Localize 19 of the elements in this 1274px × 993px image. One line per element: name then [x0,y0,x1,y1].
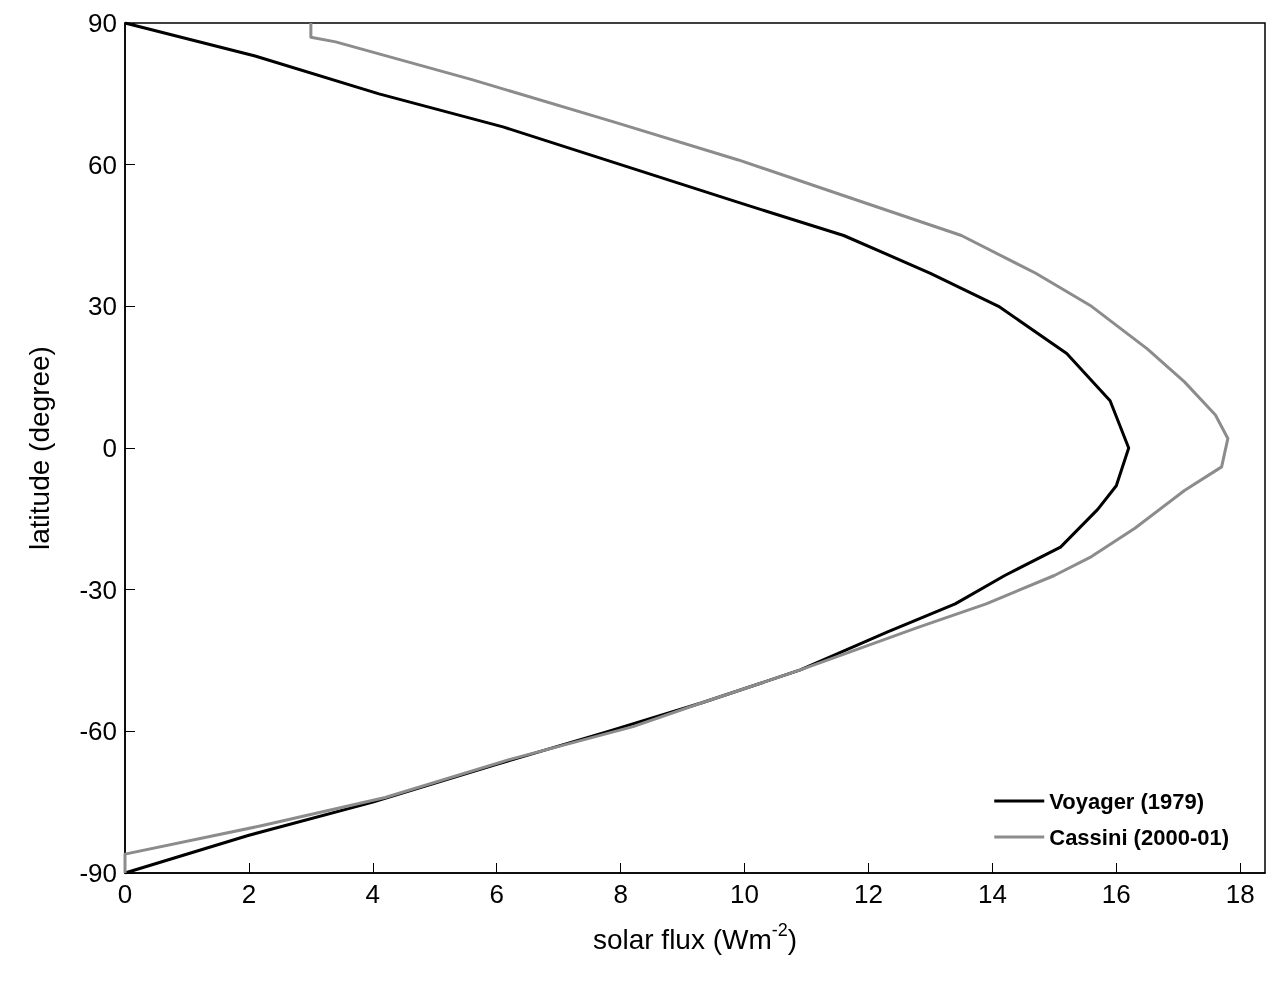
x-tick-label: 16 [1101,879,1131,909]
x-tick-label: 8 [613,879,628,909]
y-tick-label: 60 [88,149,117,180]
y-tick-label: 90 [88,8,117,38]
y-tick-label: -60 [79,716,117,747]
y-tick-label: 0 [102,433,117,463]
x-tick-label: 12 [854,879,883,909]
y-tick-label: -30 [79,574,117,605]
y-axis-title: latitude (degree) [23,346,55,550]
x-tick-label: 14 [977,879,1007,909]
x-tick-label: 2 [241,879,257,909]
x-tick-label: 4 [365,879,381,909]
x-tick-label: 6 [489,879,504,909]
y-tick-label: -90 [79,858,117,888]
legend-label: Voyager (1979) [1049,788,1205,814]
y-tick-label: 30 [88,291,117,322]
legend-label: Cassini (2000-01) [1049,824,1230,850]
x-tick-label: 10 [730,879,760,909]
x-tick-label: 18 [1225,879,1255,909]
